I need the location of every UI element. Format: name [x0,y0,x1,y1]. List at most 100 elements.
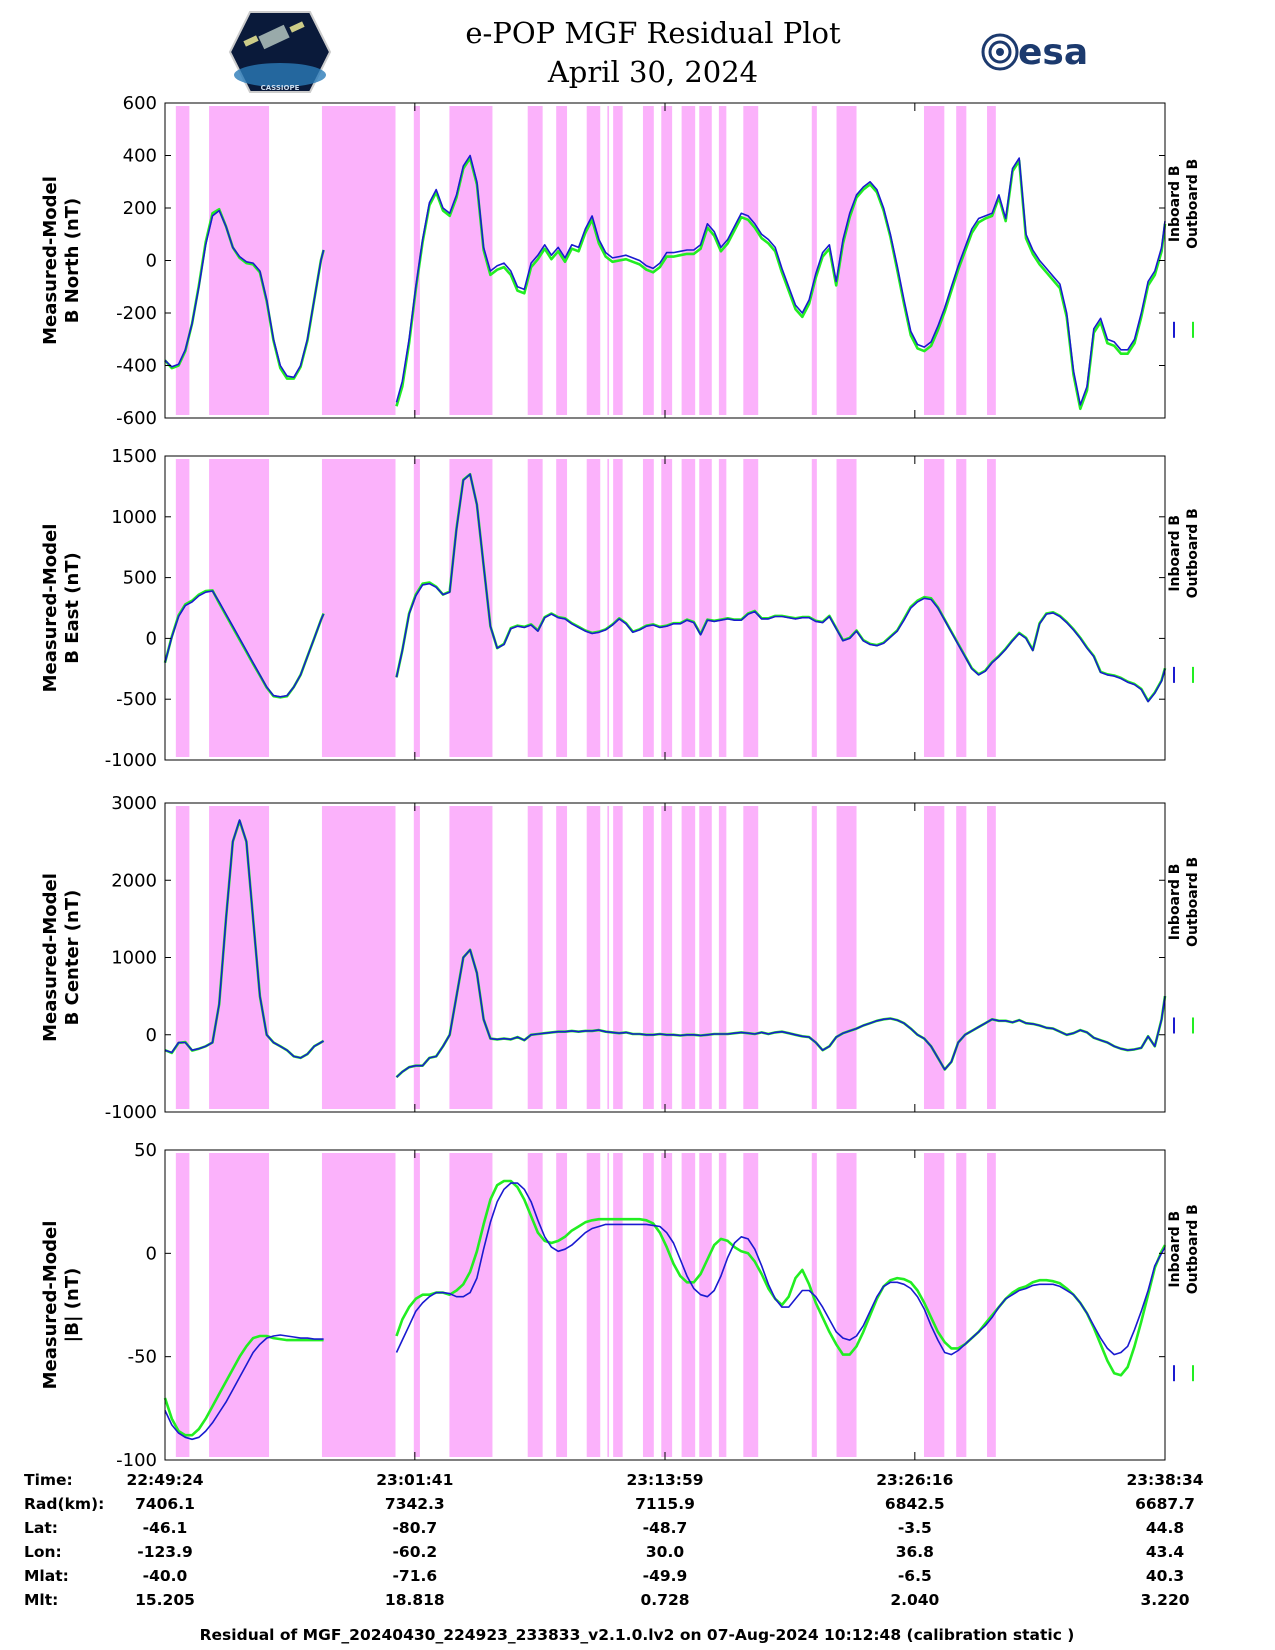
y-tick-label: -200 [116,303,157,324]
shaded-interval [413,806,420,1109]
shaded-interval [607,1153,610,1457]
y-axis-label: |B| (nT) [62,1268,83,1343]
shaded-interval [956,1153,967,1457]
shaded-interval [209,459,270,757]
info-cell: 7406.1 [135,1495,195,1513]
panel-4: -100 -50 0 50 Measured-Model |B| (nT) Inboard … [40,1140,1201,1471]
shaded-interval [321,806,396,1109]
info-cell: 23:13:59 [626,1471,703,1489]
shaded-interval [987,459,996,757]
shaded-interval [718,106,727,415]
mission-logo-caption: CASSIOPE [261,84,300,92]
y-tick-label: 3000 [111,793,157,814]
panel-2: -1000 -500 0 500 1000 1500 Measured-Model B Eas… [40,446,1201,771]
y-tick-label: 200 [123,198,157,219]
y-tick-label: -50 [128,1347,157,1368]
legend-outboard-label: Outboard B [1185,857,1201,947]
shaded-interval [718,806,727,1109]
shaded-interval [718,1153,727,1457]
y-tick-label: 1000 [111,507,157,528]
info-cell: -3.5 [898,1519,932,1537]
shaded-interval [449,459,493,757]
shaded-interval [449,1153,493,1457]
shaded-interval [681,106,696,415]
shaded-interval [699,1153,712,1457]
shaded-interval [321,106,396,415]
info-row-label: Rad(km): [24,1495,104,1513]
info-cell: -46.1 [143,1519,188,1537]
y-tick-label: -100 [116,1450,157,1471]
shaded-interval [661,1153,673,1457]
info-cell: -80.7 [392,1519,437,1537]
shaded-interval [586,806,601,1109]
legend-inboard-label: Inboard B [1167,515,1183,592]
shaded-interval [175,806,190,1109]
info-cell: 3.220 [1140,1591,1189,1609]
series-line-inboard [164,473,1166,703]
y-tick-label: 500 [123,568,157,589]
y-tick-label: -1000 [105,750,157,771]
info-cell: 23:01:41 [376,1471,453,1489]
y-tick-label: 1000 [111,948,157,969]
info-cell: 22:49:24 [126,1471,203,1489]
series-line-inboard [164,154,1166,406]
shaded-interval [642,459,654,757]
chart-title: e-POP MGF Residual Plot [465,16,841,50]
shaded-interval [718,459,727,757]
y-tick-label: -600 [116,408,157,429]
info-cell: -123.9 [137,1543,192,1561]
shaded-interval [661,806,673,1109]
shaded-interval [811,459,817,757]
chart-date: April 30, 2024 [547,55,758,89]
esa-logo-text: esa [1018,32,1088,73]
info-cell: -6.5 [898,1567,932,1585]
shaded-interval [681,806,696,1109]
legend-outboard-label: Outboard B [1185,1204,1201,1294]
legend-outboard-label: Outboard B [1185,159,1201,249]
y-axis-label: Measured-Model [40,873,61,1042]
shaded-interval [987,106,996,415]
info-cell: 23:26:16 [876,1471,953,1489]
info-cell: 30.0 [646,1543,684,1561]
shaded-interval [527,806,543,1109]
y-axis-label: B North (nT) [62,198,83,324]
panel-1: -600 -400 -200 0 200 400 600 Measured-Model B No… [40,93,1201,429]
y-tick-label: -1000 [105,1102,157,1123]
shaded-interval [556,106,568,415]
shaded-interval [699,106,712,415]
info-cell: 15.205 [135,1591,195,1609]
series-line-inboard [164,1182,1166,1441]
shaded-interval [175,1153,190,1457]
mission-logo: CASSIOPE [228,11,332,93]
shaded-interval [642,1153,654,1457]
y-tick-label: 50 [134,1140,157,1161]
y-tick-label: 0 [146,628,157,649]
info-cell: 2.040 [890,1591,939,1609]
shaded-interval [556,1153,568,1457]
shaded-interval [209,106,270,415]
info-cell: 23:38:34 [1126,1471,1203,1489]
legend-inboard-label: Inboard B [1167,864,1183,941]
shaded-interval [449,806,493,1109]
info-cell: -48.7 [643,1519,688,1537]
info-cell: 6687.7 [1135,1495,1195,1513]
shaded-interval [836,106,857,415]
y-tick-label: 400 [123,146,157,167]
shaded-interval [743,106,759,415]
shaded-interval [811,106,817,415]
y-tick-label: 2000 [111,870,157,891]
shaded-interval [586,1153,601,1457]
y-tick-label: 0 [146,1025,157,1046]
legend-inboard-label: Inboard B [1167,1211,1183,1288]
shaded-interval [413,106,420,415]
shaded-interval [811,1153,817,1457]
shaded-interval [923,459,945,757]
shaded-interval [699,806,712,1109]
info-cell: -49.9 [643,1567,688,1585]
shaded-interval [321,1153,396,1457]
shaded-interval [527,459,543,757]
shaded-interval [321,459,396,757]
y-axis-label: Measured-Model [40,524,61,693]
y-axis-label: Measured-Model [40,1221,61,1390]
